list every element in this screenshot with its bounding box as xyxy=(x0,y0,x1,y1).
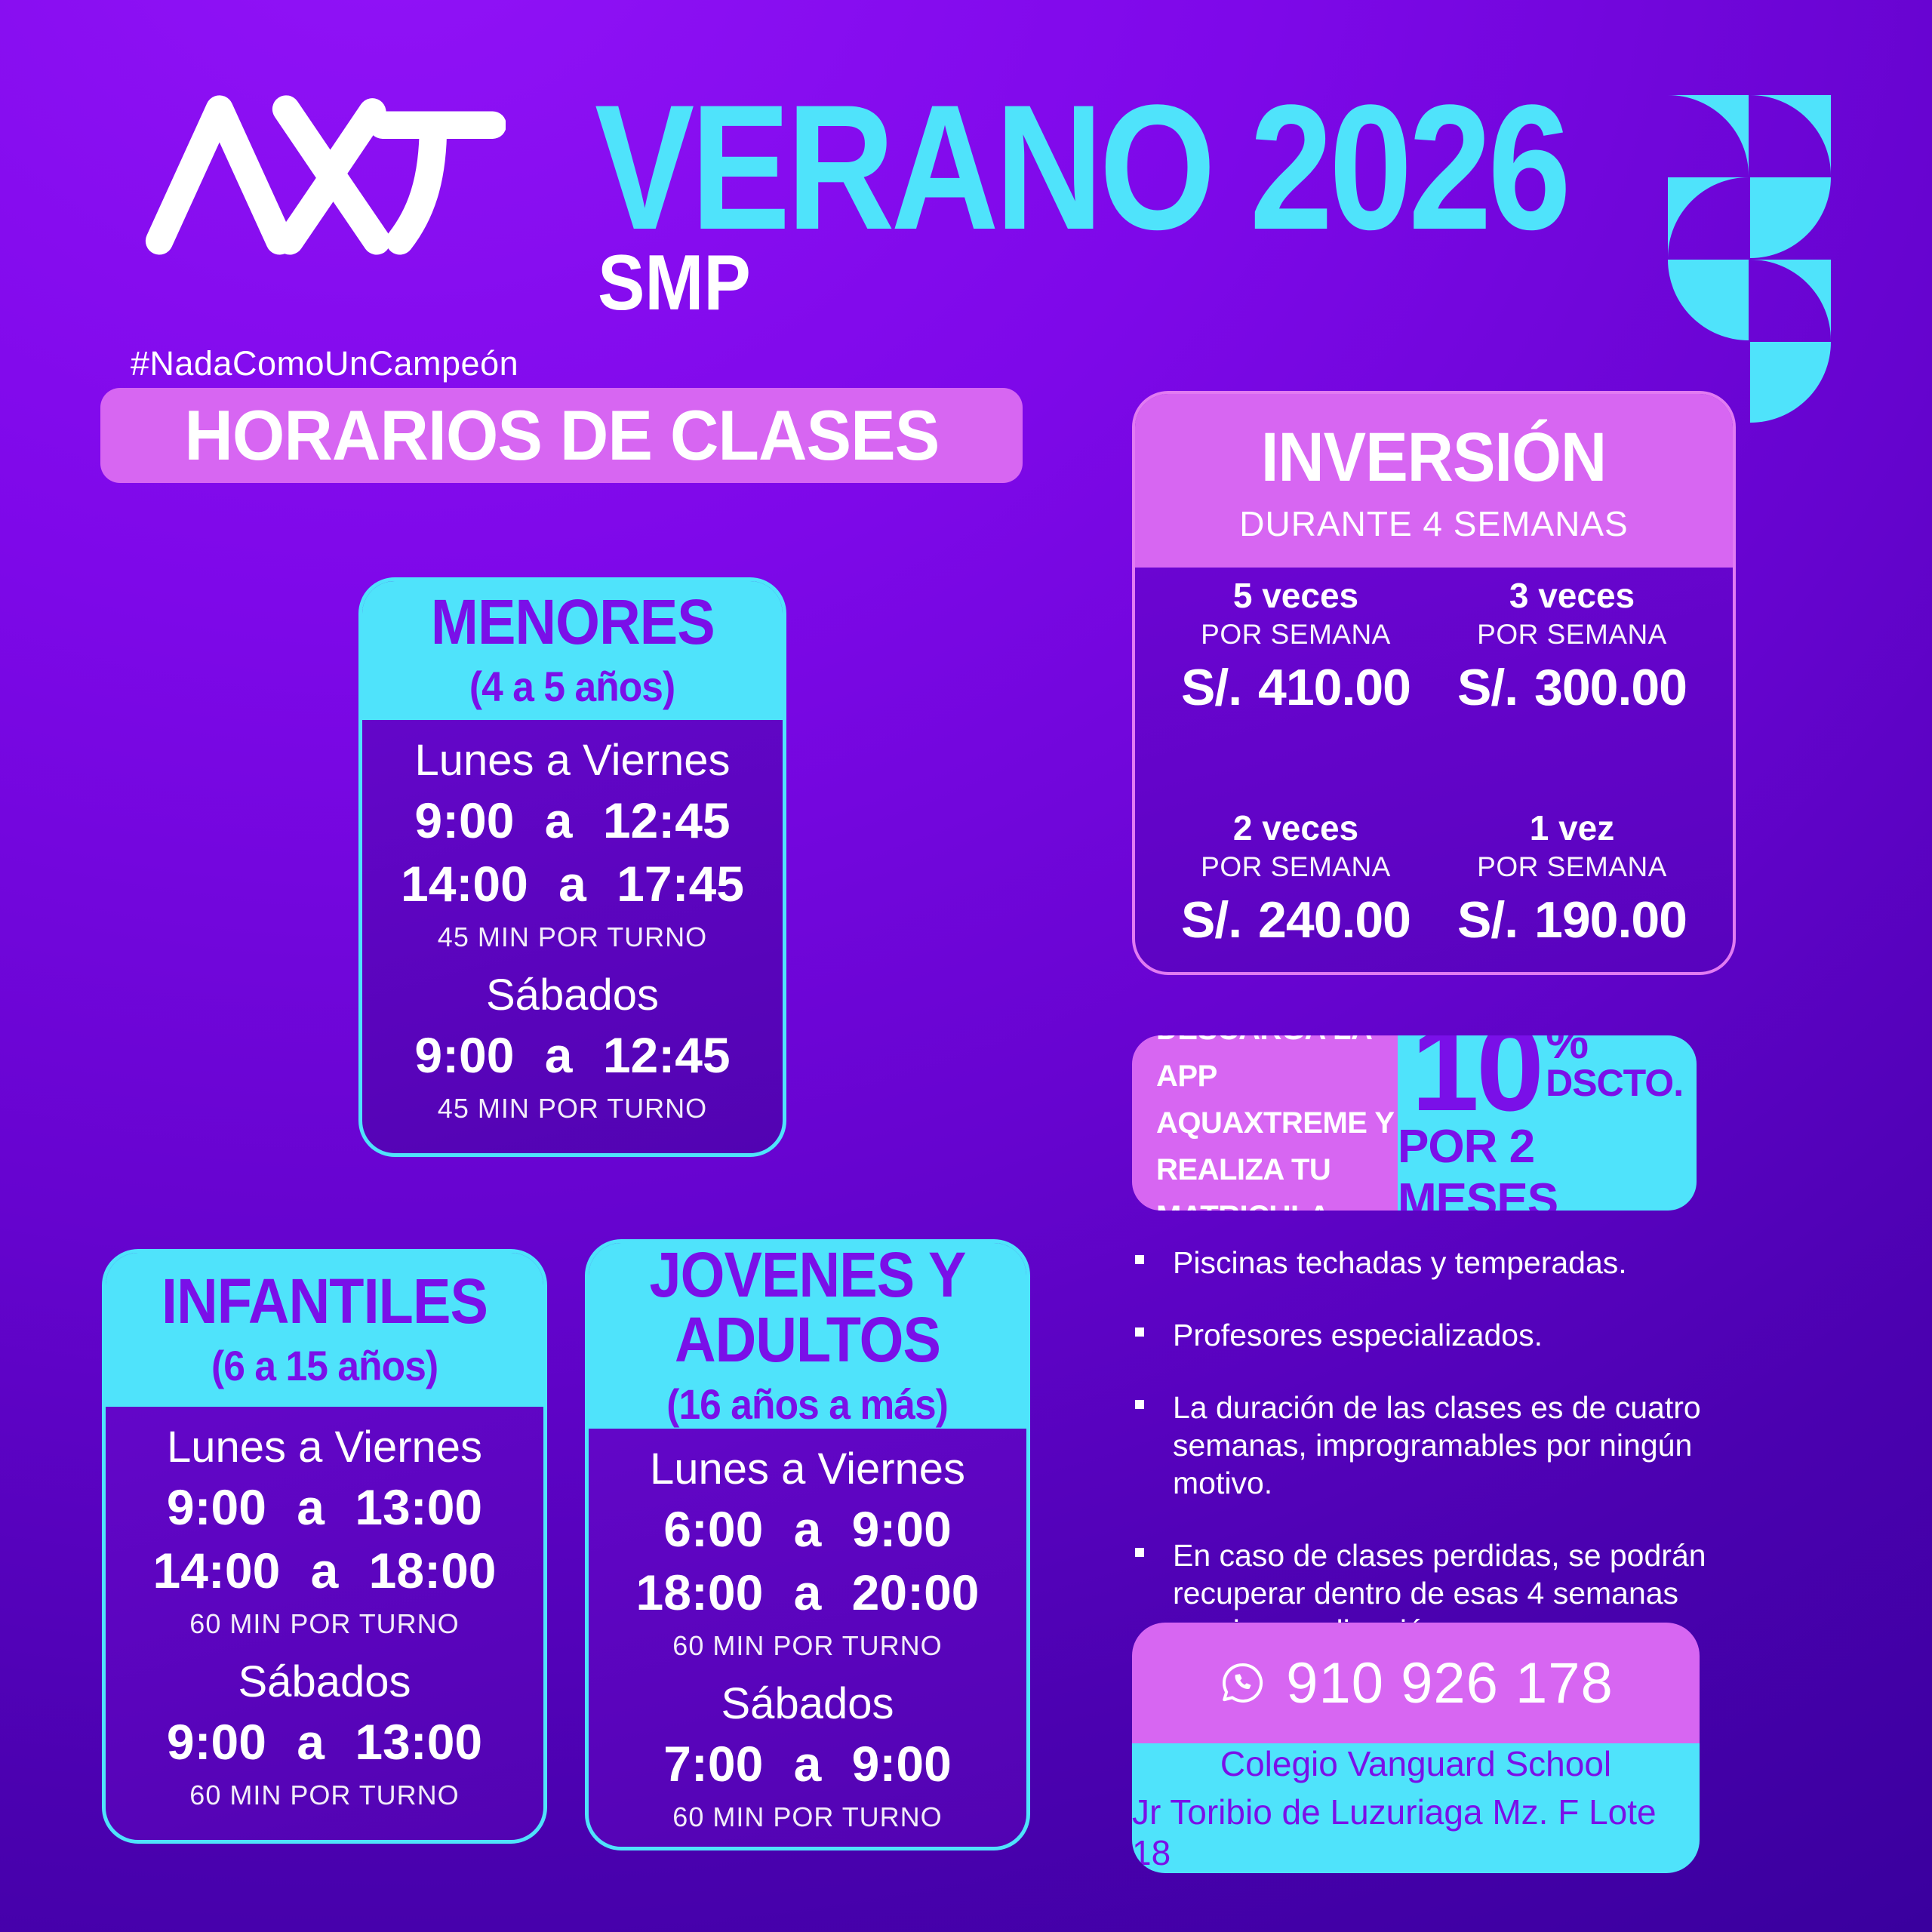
plan-price: S/. 300.00 xyxy=(1457,659,1687,716)
card-menores-title: MENORES xyxy=(430,586,715,657)
schedule-time: 14:00 a 18:00 xyxy=(152,1543,497,1598)
contact-address-block: Colegio Vanguard School Jr Toribio de Lu… xyxy=(1132,1743,1700,1873)
brand-hashtag: #NadaComoUnCampeón xyxy=(130,344,519,383)
contact-address: Jr Toribio de Luzuriaga Mz. F Lote 18 xyxy=(1132,1792,1657,1872)
contact-venue: Colegio Vanguard School xyxy=(1220,1744,1612,1783)
discount-banner: DESCARGA LA APP AQUAXTREME Y REALIZA TU … xyxy=(1132,1035,1697,1211)
contact-card: 910 926 178 Colegio Vanguard School Jr T… xyxy=(1132,1623,1700,1873)
pricing-card: INVERSIÓN DURANTE 4 SEMANAS 5 veces POR … xyxy=(1132,391,1736,975)
contact-phone: 910 926 178 xyxy=(1286,1651,1614,1715)
promo-line: AQUAXTREME Y xyxy=(1156,1106,1395,1140)
schedule-time: 6:00 a 9:00 xyxy=(663,1501,952,1558)
schedule-note: 45 MIN POR TURNO xyxy=(437,1093,708,1124)
schedule-note: 60 MIN POR TURNO xyxy=(189,1608,460,1639)
promo-line: DESCARGA LA APP xyxy=(1156,1035,1371,1093)
contact-phone-row: 910 926 178 xyxy=(1132,1623,1700,1743)
schedule-note: 60 MIN POR TURNO xyxy=(189,1780,460,1810)
note-item: La duración de las clases es de cuatro s… xyxy=(1131,1389,1764,1502)
schedule-days: Sábados xyxy=(721,1679,894,1729)
discount-period: POR 2 MESES xyxy=(1398,1121,1558,1211)
schedule-time: 9:00 a 12:45 xyxy=(414,792,731,848)
note-item: Profesores especializados. xyxy=(1131,1316,1764,1354)
plan-per: POR SEMANA xyxy=(1201,851,1391,882)
card-jovenes-body: Lunes a Viernes 6:00 a 9:00 18:00 a 20:0… xyxy=(589,1429,1026,1847)
card-infantiles-title: INFANTILES xyxy=(161,1265,488,1337)
plan-frequency: 5 veces xyxy=(1232,576,1359,615)
axt-logo xyxy=(145,95,506,255)
plan-frequency: 2 veces xyxy=(1232,808,1359,848)
plan-price: S/. 410.00 xyxy=(1180,659,1411,716)
schedule-heading-label: HORARIOS DE CLASES xyxy=(183,395,940,475)
schedule-days: Lunes a Viernes xyxy=(414,736,731,785)
notes-list: Piscinas techadas y temperadas. Profesor… xyxy=(1131,1244,1764,1757)
schedule-heading-pill: HORARIOS DE CLASES xyxy=(100,388,1023,483)
schedule-time: 9:00 a 12:45 xyxy=(414,1027,731,1083)
card-infantiles-ages: (6 a 15 años) xyxy=(211,1342,438,1390)
plan-per: POR SEMANA xyxy=(1201,619,1391,650)
plan-price: S/. 190.00 xyxy=(1457,891,1687,949)
card-infantiles-body: Lunes a Viernes 9:00 a 13:00 14:00 a 18:… xyxy=(106,1407,543,1840)
schedule-time: 18:00 a 20:00 xyxy=(635,1564,980,1621)
schedule-time: 7:00 a 9:00 xyxy=(663,1736,952,1792)
discount-banner-right: 10 % DSCTO. POR 2 MESES xyxy=(1398,1035,1697,1211)
discount-label: DSCTO. xyxy=(1546,1062,1684,1105)
card-jovenes-ages: (16 años a más) xyxy=(666,1380,949,1429)
schedule-days: Sábados xyxy=(238,1657,411,1706)
discount-banner-left: DESCARGA LA APP AQUAXTREME Y REALIZA TU … xyxy=(1132,1035,1398,1211)
plan-price: S/. 240.00 xyxy=(1180,891,1411,949)
plan-frequency: 1 vez xyxy=(1529,808,1615,848)
pricing-plan-2x: 2 veces POR SEMANA S/. 240.00 xyxy=(1158,808,1434,949)
schedule-days: Sábados xyxy=(486,971,659,1020)
schedule-time: 9:00 a 13:00 xyxy=(166,1479,483,1535)
card-menores-header: MENORES (4 a 5 años) xyxy=(362,581,783,720)
note-item: Piscinas techadas y temperadas. xyxy=(1131,1244,1764,1281)
pricing-subtitle: DURANTE 4 SEMANAS xyxy=(1239,503,1629,543)
schedule-days: Lunes a Viernes xyxy=(166,1423,483,1472)
schedule-time: 14:00 a 17:45 xyxy=(401,856,744,912)
pricing-title: INVERSIÓN xyxy=(1261,418,1607,496)
schedule-card-menores: MENORES (4 a 5 años) Lunes a Viernes 9:0… xyxy=(358,577,786,1157)
card-jovenes-header: JOVENES Y ADULTOS (16 años a más) xyxy=(589,1243,1026,1429)
card-menores-ages: (4 a 5 años) xyxy=(469,663,675,711)
percent-sign: % xyxy=(1546,1035,1589,1069)
card-jovenes-title: JOVENES Y ADULTOS xyxy=(649,1239,966,1375)
card-menores-body: Lunes a Viernes 9:00 a 12:45 14:00 a 17:… xyxy=(362,720,783,1153)
pricing-plan-1x: 1 vez POR SEMANA S/. 190.00 xyxy=(1434,808,1710,949)
pricing-grid: 5 veces POR SEMANA S/. 410.00 3 veces PO… xyxy=(1135,568,1733,972)
petal-pattern-icon xyxy=(1668,95,1831,423)
pricing-plan-3x: 3 veces POR SEMANA S/. 300.00 xyxy=(1434,575,1710,717)
plan-per: POR SEMANA xyxy=(1477,851,1667,882)
card-infantiles-header: INFANTILES (6 a 15 años) xyxy=(106,1253,543,1407)
promo-line: REALIZA TU MATRICULA xyxy=(1156,1153,1331,1211)
plan-frequency: 3 veces xyxy=(1509,576,1635,615)
schedule-card-infantiles: INFANTILES (6 a 15 años) Lunes a Viernes… xyxy=(102,1249,547,1844)
schedule-time: 9:00 a 13:00 xyxy=(166,1714,483,1770)
plan-per: POR SEMANA xyxy=(1477,619,1667,650)
schedule-note: 45 MIN POR TURNO xyxy=(437,921,708,952)
pricing-header: INVERSIÓN DURANTE 4 SEMANAS xyxy=(1135,394,1733,568)
page-title: VERANO 2026 xyxy=(595,68,1571,267)
pricing-plan-5x: 5 veces POR SEMANA S/. 410.00 xyxy=(1158,575,1434,717)
page-subtitle: SMP xyxy=(598,239,751,327)
schedule-card-jovenes-adultos: JOVENES Y ADULTOS (16 años a más) Lunes … xyxy=(585,1239,1030,1850)
schedule-note: 60 MIN POR TURNO xyxy=(672,1801,943,1833)
discount-value: 10 xyxy=(1411,1035,1544,1137)
whatsapp-icon xyxy=(1223,1663,1263,1703)
schedule-note: 60 MIN POR TURNO xyxy=(672,1630,943,1662)
schedule-days: Lunes a Viernes xyxy=(649,1444,966,1494)
